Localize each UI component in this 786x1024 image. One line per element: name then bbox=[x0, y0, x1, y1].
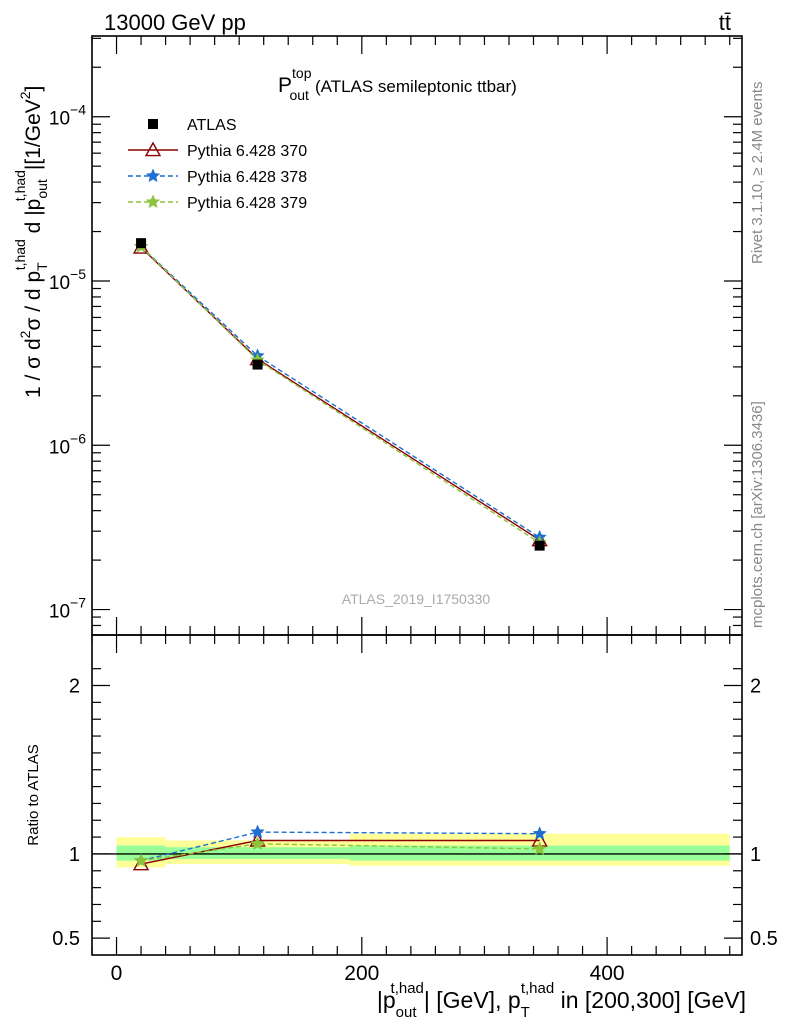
main-y-axis-label: 1 / σ d2σ / d pTt,had d |poutt,had|[1/Ge… bbox=[12, 86, 50, 398]
y-tick-mantissa: 10 bbox=[49, 437, 70, 458]
ratio-panel: 2 2 1 1 0.5 0.5 0 200 400 Ratio to ATLAS bbox=[25, 634, 778, 985]
ratio-tick-label: 1 bbox=[69, 844, 80, 866]
ratio-line bbox=[140, 843, 540, 862]
y-tick-label: 10−6 bbox=[49, 430, 86, 458]
x-tick-label: 400 bbox=[590, 962, 625, 985]
ratio-series bbox=[132, 824, 548, 871]
header-energy: 13000 GeV pp bbox=[104, 10, 246, 35]
legend-entry: Pythia 6.428 378 bbox=[128, 168, 307, 186]
xlabel-part: t,had bbox=[391, 980, 424, 997]
legend-entry: Pythia 6.428 370 bbox=[128, 141, 307, 160]
ylabel-part: ] bbox=[22, 86, 45, 92]
series-line bbox=[140, 246, 540, 544]
legend-marker bbox=[145, 194, 161, 209]
series-1 bbox=[132, 239, 548, 547]
series-2 bbox=[133, 238, 547, 544]
ratio-frame bbox=[91, 634, 743, 956]
ylabel-part: |[1/GeV bbox=[22, 99, 45, 170]
ratio-y-axis-label: Ratio to ATLAS bbox=[25, 744, 42, 845]
y-tick-mantissa: 10 bbox=[49, 273, 70, 294]
x-tick-label: 200 bbox=[344, 962, 379, 985]
series-line bbox=[140, 246, 540, 538]
legend: ATLAS Pythia 6.428 370 Pythia 6.428 378 Pyt… bbox=[128, 117, 307, 212]
plot-title-sub: out bbox=[289, 87, 309, 103]
ylabel-part: 2 bbox=[17, 91, 33, 99]
legend-marker bbox=[148, 119, 158, 129]
xlabel-part: |p bbox=[377, 987, 396, 1013]
x-axis-label: |pout t,had| [GeV], pTt,had in [200,300] … bbox=[377, 980, 746, 1021]
y-tick-exponent: −6 bbox=[70, 430, 86, 446]
y-tick-exponent: −7 bbox=[70, 595, 86, 611]
main-series bbox=[132, 238, 548, 551]
ratio-point bbox=[250, 824, 265, 839]
xlabel-part: in [200,300] [GeV] bbox=[554, 987, 746, 1013]
legend-marker bbox=[144, 141, 162, 157]
rivet-label: Rivet 3.1.10, ≥ 2.4M events bbox=[749, 82, 766, 265]
main-axis-ticks: 10−410−510−610−7 bbox=[49, 36, 742, 636]
ylabel-part: 1 / σ d bbox=[22, 338, 45, 398]
legend-entry: ATLAS bbox=[148, 117, 237, 134]
plot-title-suffix: (ATLAS semileptonic ttbar) bbox=[315, 77, 517, 96]
ratio-point bbox=[250, 836, 265, 851]
ratio-line bbox=[140, 831, 540, 862]
ylabel-part: 2 bbox=[17, 330, 33, 338]
legend-label: Pythia 6.428 378 bbox=[187, 169, 307, 186]
legend-label: Pythia 6.428 379 bbox=[187, 195, 307, 212]
ylabel-part: t,had bbox=[12, 239, 28, 270]
y-tick-mantissa: 10 bbox=[49, 602, 70, 623]
ylabel-part: out bbox=[34, 179, 50, 199]
ratio-tick-label: 0.5 bbox=[52, 928, 80, 950]
series-line bbox=[140, 246, 540, 541]
analysis-watermark: ATLAS_2019_I1750330 bbox=[342, 591, 491, 607]
plot-title: Ptop out (ATLAS semileptonic ttbar) bbox=[278, 65, 517, 103]
x-tick-label: 0 bbox=[111, 962, 123, 985]
ratio-point bbox=[532, 826, 547, 840]
ratio-uncertainty-bands bbox=[92, 833, 742, 868]
legend-label: ATLAS bbox=[187, 117, 237, 134]
data-point bbox=[534, 540, 545, 551]
legend-label: Pythia 6.428 370 bbox=[187, 143, 307, 160]
xlabel-part: T bbox=[521, 1004, 530, 1021]
y-tick-label: 10−4 bbox=[49, 102, 86, 130]
data-point bbox=[252, 359, 263, 370]
legend-marker bbox=[145, 168, 161, 183]
xlabel-part: t,had bbox=[521, 980, 554, 997]
header-process: tt̄ bbox=[719, 10, 731, 35]
ylabel-part: σ / d p bbox=[22, 271, 45, 331]
y-tick-label: 10−5 bbox=[49, 266, 86, 294]
ylabel-part: T bbox=[34, 262, 50, 271]
green-band bbox=[349, 845, 730, 861]
ratio-point bbox=[133, 853, 149, 867]
plot-title-sup: top bbox=[292, 65, 312, 81]
data-point bbox=[136, 238, 147, 249]
series-3 bbox=[133, 238, 547, 549]
legend-entry: Pythia 6.428 379 bbox=[128, 194, 307, 212]
ratio-tick-label-right: 0.5 bbox=[750, 928, 778, 950]
y-tick-exponent: −5 bbox=[70, 266, 86, 282]
ylabel-part: d |p bbox=[22, 199, 45, 239]
series-0 bbox=[136, 238, 545, 551]
mcplots-label: mcplots.cern.ch [arXiv:1306.3436] bbox=[749, 401, 766, 628]
ratio-tick-label-right: 2 bbox=[750, 676, 761, 698]
y-tick-label: 10−7 bbox=[49, 595, 86, 623]
ylabel-part: t,had bbox=[12, 170, 28, 201]
y-tick-mantissa: 10 bbox=[49, 109, 70, 130]
ratio-axis-ticks: 2 2 1 1 0.5 0.5 0 200 400 bbox=[52, 635, 778, 985]
ratio-tick-label: 2 bbox=[69, 676, 80, 698]
main-panel: 10−410−510−610−7 Ptop out (ATLAS semilepto… bbox=[12, 35, 743, 636]
xlabel-part: out bbox=[396, 1004, 418, 1021]
ratio-tick-label-right: 1 bbox=[750, 844, 761, 866]
ratio-series-3 bbox=[133, 836, 547, 867]
plot-title-main: P bbox=[278, 74, 292, 97]
y-tick-exponent: −4 bbox=[70, 102, 86, 118]
green-band bbox=[165, 847, 350, 859]
xlabel-part: | [GeV], p bbox=[424, 987, 521, 1013]
ratio-point bbox=[532, 841, 547, 856]
